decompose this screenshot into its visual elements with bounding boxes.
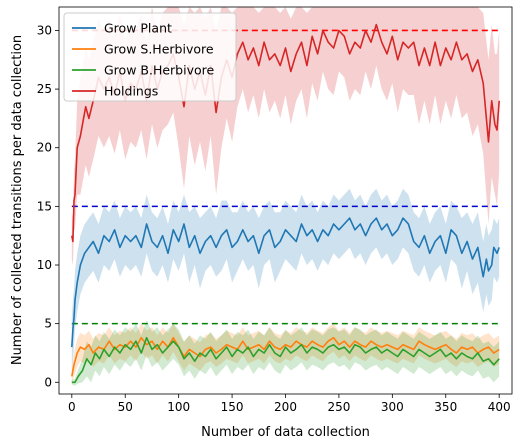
x-tick-label: 200 <box>274 400 297 414</box>
legend-entry: Grow S.Herbivore <box>104 42 214 57</box>
legend: Grow Plant Grow S.Herbivore Grow B.Herbivo… <box>63 12 237 102</box>
y-tick-label: 5 <box>44 317 52 331</box>
y-tick-label: 0 <box>44 375 52 389</box>
series-line-0 <box>71 217 500 348</box>
x-tick-label: 400 <box>488 400 511 414</box>
y-tick-label: 10 <box>37 258 52 272</box>
legend-entry: Grow Plant <box>104 21 172 36</box>
y-tick-label: 15 <box>37 199 52 213</box>
series-line-2 <box>71 336 500 384</box>
y-axis-label: Number of collected transitions per data… <box>10 35 25 365</box>
y-tick-label: 25 <box>37 82 52 96</box>
legend-entry: Holdings <box>104 84 158 99</box>
x-tick-label: 50 <box>118 400 133 414</box>
y-axis-ticks: 0 5 10 15 20 25 30 <box>37 23 59 389</box>
x-tick-label: 350 <box>434 400 457 414</box>
x-tick-label: 150 <box>221 400 244 414</box>
x-axis-label: Number of data collection <box>201 425 370 440</box>
x-tick-label: 100 <box>167 400 190 414</box>
y-tick-label: 20 <box>37 141 52 155</box>
x-tick-label: 300 <box>381 400 404 414</box>
x-tick-label: 0 <box>68 400 76 414</box>
band-1 <box>71 323 500 383</box>
x-tick-label: 250 <box>327 400 350 414</box>
band-2 <box>71 320 500 386</box>
legend-box <box>63 12 237 102</box>
y-tick-label: 30 <box>37 23 52 37</box>
legend-entry: Grow B.Herbivore <box>104 63 214 78</box>
x-axis-ticks: 0 50 100 150 200 250 300 350 400 <box>68 394 511 414</box>
